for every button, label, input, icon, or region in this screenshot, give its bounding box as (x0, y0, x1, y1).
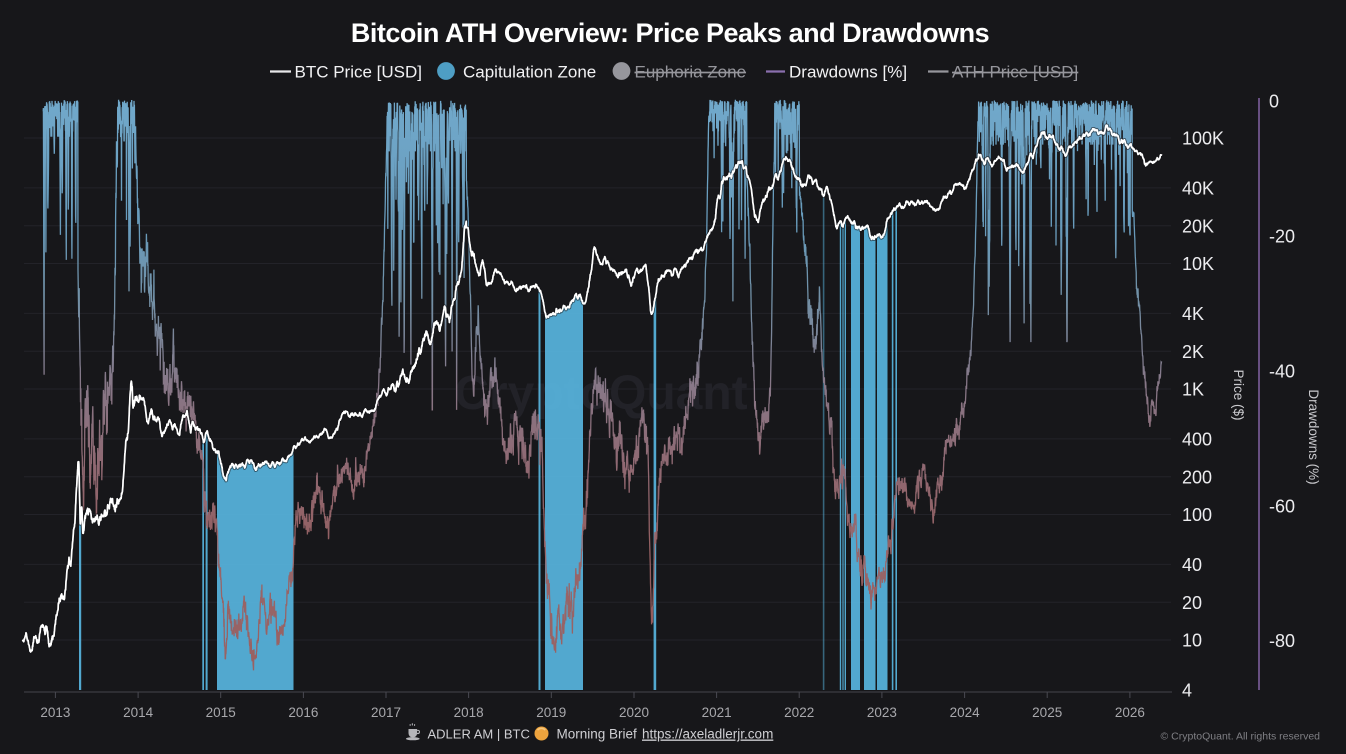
svg-text:ADLER AM | BTC: ADLER AM | BTC (428, 727, 530, 742)
svg-text:400: 400 (1182, 430, 1212, 450)
svg-text:2016: 2016 (288, 705, 318, 720)
svg-text:2024: 2024 (950, 705, 981, 720)
svg-text:Price ($): Price ($) (1231, 369, 1246, 420)
svg-text:2018: 2018 (454, 705, 484, 720)
svg-text:2015: 2015 (206, 705, 236, 720)
svg-text:4: 4 (1182, 681, 1192, 701)
svg-text:-20: -20 (1269, 227, 1295, 247)
svg-text:-60: -60 (1269, 496, 1295, 516)
svg-text:2023: 2023 (867, 705, 897, 720)
svg-text:20: 20 (1182, 593, 1202, 613)
svg-text:2020: 2020 (619, 705, 649, 720)
svg-text:40K: 40K (1182, 179, 1214, 199)
svg-text:BTC Price [USD]: BTC Price [USD] (295, 63, 423, 82)
svg-text:20K: 20K (1182, 216, 1214, 236)
svg-text:Euphoria Zone: Euphoria Zone (635, 63, 747, 82)
svg-text:2021: 2021 (702, 705, 732, 720)
svg-text:-40: -40 (1269, 361, 1295, 381)
svg-text:2025: 2025 (1032, 705, 1062, 720)
svg-text:200: 200 (1182, 467, 1212, 487)
svg-text:4K: 4K (1182, 304, 1204, 324)
svg-text:100K: 100K (1182, 129, 1224, 149)
svg-text:1K: 1K (1182, 380, 1204, 400)
svg-text:Drawdowns (%): Drawdowns (%) (1306, 389, 1321, 484)
svg-text:Bitcoin ATH Overview: Price Pe: Bitcoin ATH Overview: Price Peaks and Dr… (351, 18, 989, 48)
svg-text:Capitulation Zone: Capitulation Zone (463, 63, 596, 82)
svg-text:© CryptoQuant. All rights rese: © CryptoQuant. All rights reserved (1161, 731, 1321, 743)
svg-text:2014: 2014 (123, 705, 154, 720)
svg-text:10: 10 (1182, 631, 1202, 651)
svg-text:Drawdowns [%]: Drawdowns [%] (789, 63, 907, 82)
svg-text:2017: 2017 (371, 705, 401, 720)
svg-text:2019: 2019 (536, 705, 566, 720)
svg-text:2K: 2K (1182, 342, 1204, 362)
svg-text:40: 40 (1182, 555, 1202, 575)
svg-text:-80: -80 (1269, 631, 1295, 651)
svg-text:ATH Price [USD]: ATH Price [USD] (952, 63, 1078, 82)
svg-text:2026: 2026 (1115, 705, 1145, 720)
svg-text:Morning Brief: Morning Brief (557, 727, 638, 742)
svg-text:2022: 2022 (784, 705, 814, 720)
svg-text:https://axeladlerjr.com: https://axeladlerjr.com (642, 727, 773, 742)
svg-text:0: 0 (1269, 92, 1279, 112)
svg-text:10K: 10K (1182, 254, 1214, 274)
svg-text:100: 100 (1182, 505, 1212, 525)
svg-text:2013: 2013 (40, 705, 70, 720)
